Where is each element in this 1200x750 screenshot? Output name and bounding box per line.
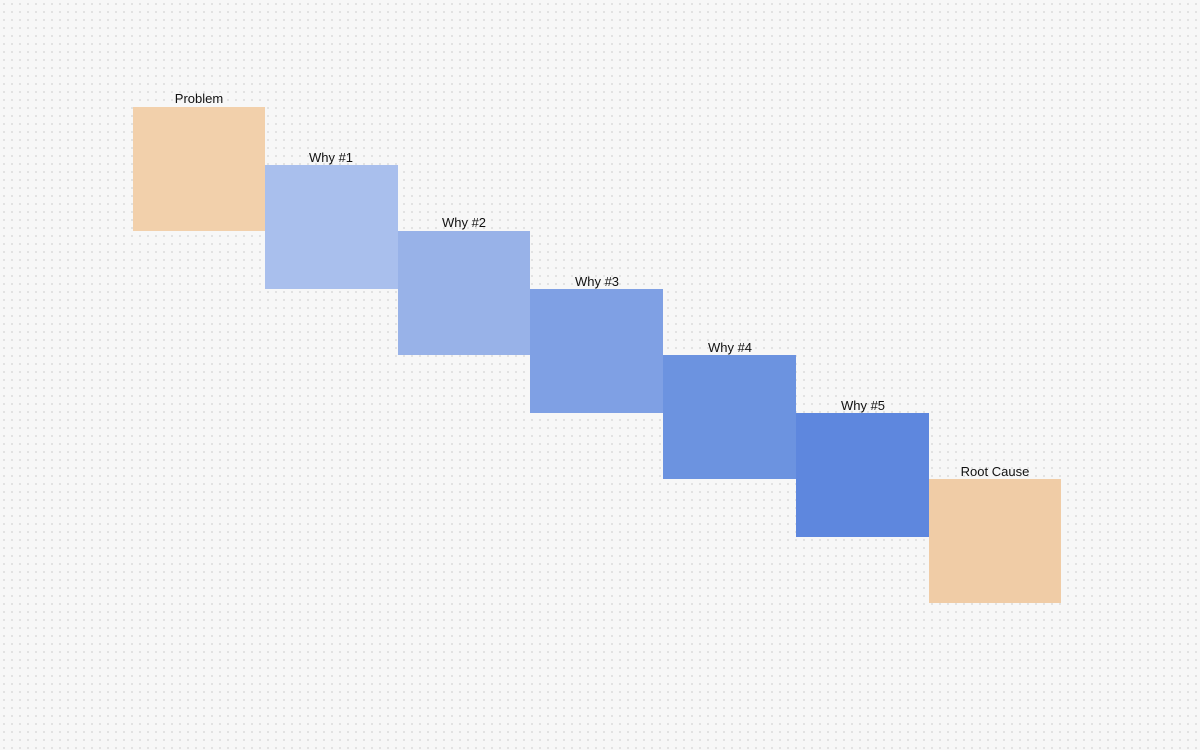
node-label: Why #4 — [708, 340, 752, 355]
node-label: Why #1 — [309, 150, 353, 165]
node[interactable]: Why #2 — [398, 215, 530, 355]
node[interactable]: Why #3 — [530, 274, 663, 413]
node-label: Root Cause — [961, 464, 1030, 479]
node[interactable]: Why #1 — [265, 150, 398, 289]
node-label: Why #5 — [841, 398, 885, 413]
node-label: Why #2 — [442, 215, 486, 230]
why-box[interactable] — [265, 165, 398, 289]
node[interactable]: Problem — [133, 91, 265, 231]
problem-box[interactable] — [133, 107, 265, 231]
node[interactable]: Why #4 — [663, 340, 796, 479]
why-box[interactable] — [796, 413, 929, 537]
node-label: Why #3 — [575, 274, 619, 289]
root-cause-box[interactable] — [929, 479, 1061, 603]
node[interactable]: Root Cause — [929, 464, 1061, 603]
node-label: Problem — [175, 91, 223, 106]
why-box[interactable] — [530, 289, 663, 413]
node[interactable]: Why #5 — [796, 398, 929, 537]
why-box[interactable] — [398, 231, 530, 355]
why-box[interactable] — [663, 355, 796, 479]
